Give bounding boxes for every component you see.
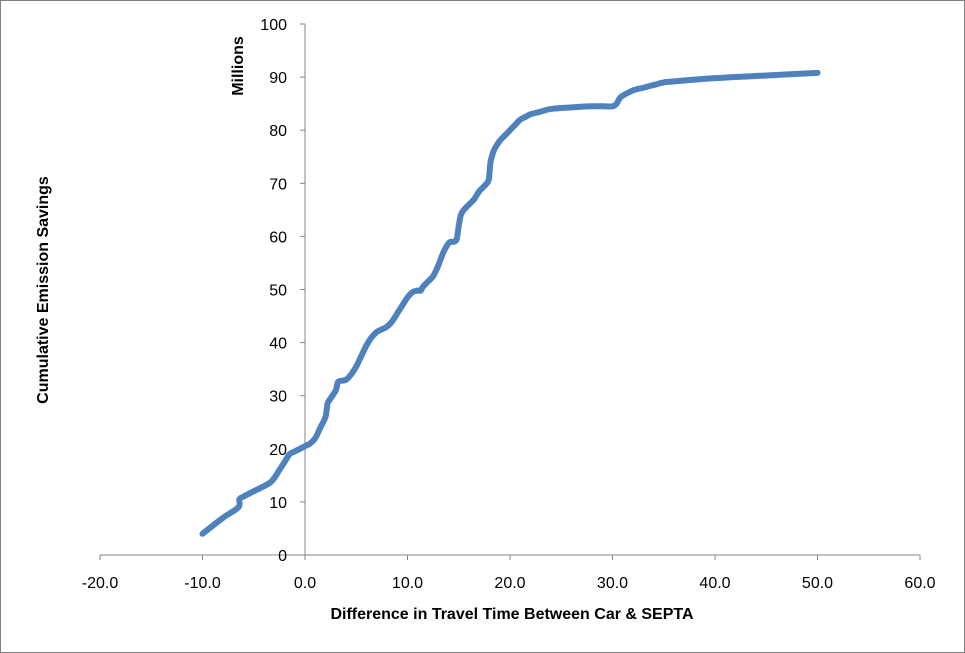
y-tick-label: 100 <box>260 17 287 34</box>
x-tick-label: 50.0 <box>802 575 833 592</box>
y-tick-label: 90 <box>269 70 287 87</box>
y-tick-label: 50 <box>269 283 287 300</box>
y-tick-label: 40 <box>269 336 287 353</box>
x-axis-title: Difference in Travel Time Between Car & … <box>330 606 694 623</box>
y-axis-units-label: Millions <box>230 36 247 96</box>
x-tick-label: 20.0 <box>494 575 525 592</box>
tick-labels: 0 10 20 30 40 50 60 70 80 90 100 -20.0 -10.0 0.0 10.0 2… <box>82 17 936 592</box>
x-tick-label: 0.0 <box>294 575 316 592</box>
x-tick-label: 40.0 <box>699 575 730 592</box>
y-tick-label: 0 <box>278 548 287 565</box>
x-tick-label: -10.0 <box>184 575 221 592</box>
y-tick-label: 60 <box>269 229 287 246</box>
x-tick-label: 60.0 <box>904 575 935 592</box>
x-tick-label: -20.0 <box>82 575 119 592</box>
x-tick-label: 30.0 <box>597 575 628 592</box>
axes <box>99 23 921 560</box>
y-tick-label: 30 <box>269 389 287 406</box>
series-layer <box>199 69 821 537</box>
y-tick-label: 10 <box>269 495 287 512</box>
y-tick-label: 20 <box>269 442 287 459</box>
series-line-0 <box>199 69 821 537</box>
y-tick-label: 80 <box>269 123 287 140</box>
x-tick-label: 10.0 <box>392 575 423 592</box>
y-axis-title: Cumulative Emission Savings <box>35 176 52 404</box>
y-tick-label: 70 <box>269 176 287 193</box>
